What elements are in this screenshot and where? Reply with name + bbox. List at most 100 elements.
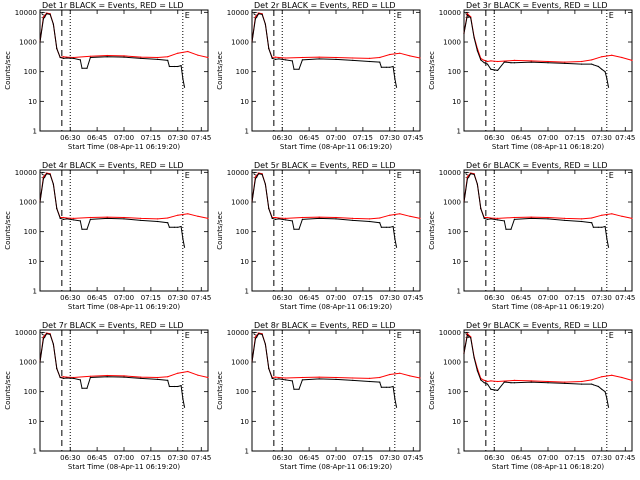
series-lld-point (547, 60, 549, 63)
series-lld-point (197, 374, 199, 376)
series-lld-point (389, 53, 391, 56)
series-lld-point (497, 60, 499, 63)
series-events-point (505, 61, 507, 63)
series-events-point (268, 368, 270, 370)
series-lld-point (490, 380, 492, 382)
series-events-point (79, 220, 81, 222)
series-events-point (389, 226, 391, 228)
x-tick-label: 07:00 (538, 134, 558, 142)
series-events-point (49, 173, 51, 175)
series-lld-point (601, 214, 603, 216)
series-lld-point (207, 217, 209, 219)
series-lld-point (140, 56, 142, 58)
series-events-point (258, 333, 260, 335)
panel-3: Det 3r BLACK = Events, RED = LLD 1 10 100 10… (428, 1, 635, 151)
series-events-point (513, 382, 516, 384)
x-tick-label: 07:45 (615, 134, 635, 142)
series-events-point (592, 226, 595, 228)
series-lld-point (177, 214, 179, 216)
series-events-point (73, 219, 75, 221)
series-events-point (530, 217, 532, 219)
series-events-point (59, 217, 61, 219)
series-events-point (380, 66, 382, 68)
series-events-point (46, 13, 48, 15)
series-events-point (470, 17, 472, 19)
series-events-point (268, 48, 270, 50)
end-annotation: E (185, 171, 190, 180)
x-tick-label: 07:30 (168, 454, 188, 462)
series-events-point (66, 218, 68, 220)
x-tick-label: 06:45 (87, 454, 107, 462)
series-lld-point (335, 376, 337, 379)
y-tick-label: 1 (245, 448, 249, 456)
x-tick-label: 07:15 (141, 294, 161, 302)
series-lld-point (530, 60, 532, 62)
series-events-point (352, 59, 354, 62)
series-events-point (530, 381, 532, 383)
series-events-point (261, 333, 263, 335)
series-lld-point (123, 216, 125, 219)
series-events-point (182, 397, 184, 399)
series-lld-point (177, 372, 179, 374)
series-events-point (394, 237, 396, 239)
end-annotation: E (397, 331, 402, 340)
chart-title: Det 4r BLACK = Events, RED = LLD (42, 161, 184, 170)
series-events-point (601, 388, 603, 390)
series-events-point (592, 384, 595, 386)
panel-2: Det 2r BLACK = Events, RED = LLD 1 10 100 10… (216, 1, 423, 151)
series-lld-point (187, 50, 189, 53)
series-events-point (463, 352, 465, 354)
series-events-point (42, 18, 45, 20)
y-axis-label: Counts/sec (4, 211, 12, 250)
y-tick-label: 1000 (443, 39, 461, 47)
y-tick-label: 10 (28, 258, 37, 266)
series-events-point (486, 218, 489, 220)
x-tick-label: 07:30 (380, 134, 400, 142)
series-events-point (607, 406, 610, 408)
series-events-point (56, 208, 58, 210)
y-tick-label: 100 (236, 228, 249, 236)
series-events-point (476, 183, 478, 185)
series-events-point (604, 225, 606, 228)
panel-8: Det 8r BLACK = Events, RED = LLD 1 10 100 10… (216, 321, 423, 471)
series-lld-point (611, 54, 613, 56)
series-events-point (140, 219, 142, 221)
series-lld-point (73, 56, 75, 59)
series-events-point (497, 219, 499, 221)
series-lld-point (285, 377, 287, 379)
series-events-point (597, 226, 600, 228)
series-events-point (379, 61, 381, 63)
series-events-point (39, 41, 41, 43)
y-tick-label: 10 (452, 98, 461, 106)
series-events-point (49, 333, 51, 335)
series-events-point (123, 376, 125, 378)
series-lld-point (352, 57, 354, 59)
series-lld-point (564, 381, 566, 383)
series-events-point (251, 361, 253, 363)
series-events-point (607, 86, 610, 88)
series-lld-point (601, 56, 603, 58)
series-events-point (274, 58, 277, 61)
series-events-point (463, 32, 465, 34)
start-annotation: S (253, 11, 258, 20)
y-tick-label: 100 (24, 68, 37, 76)
panel-4: Det 4r BLACK = Events, RED = LLD 1 10 100 10… (4, 161, 211, 311)
series-lld-point (106, 216, 108, 218)
series-lld-point (399, 52, 401, 54)
series-lld-point (62, 56, 65, 58)
y-tick-label: 100 (448, 228, 461, 236)
series-lld-point (621, 376, 623, 379)
series-events-point (483, 217, 485, 219)
y-tick-label: 10000 (15, 329, 37, 337)
series-events-point (261, 13, 263, 15)
y-tick-label: 10000 (439, 169, 461, 177)
series-events-point (298, 228, 300, 230)
series-lld-point (254, 16, 256, 18)
series-lld-point (62, 376, 65, 378)
series-lld-point (399, 372, 401, 374)
series-events-point (530, 61, 532, 63)
series-lld-point (631, 379, 633, 381)
series-events-point (486, 63, 489, 65)
y-tick-label: 10 (240, 258, 249, 266)
series-events-point (476, 370, 478, 372)
